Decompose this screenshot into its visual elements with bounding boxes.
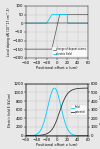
charge of dopant atoms: [80, 14, 81, 15]
Y-axis label: Electric field E (kV/cm): Electric field E (kV/cm): [8, 93, 12, 127]
Line: field: field: [26, 88, 88, 136]
electric field: [36, 22, 37, 24]
field: [87, 135, 89, 136]
field: [25, 135, 27, 136]
electric field: [80, 22, 81, 24]
charge of dopant atoms: [32, 48, 34, 50]
Line: charge of dopant atoms: charge of dopant atoms: [26, 15, 88, 49]
potential: [49, 131, 50, 133]
field: [54, 87, 55, 89]
potential: [52, 128, 53, 130]
charge of dopant atoms: [52, 45, 53, 47]
electric field: [25, 22, 27, 24]
field: [36, 133, 37, 135]
electric field: [86, 22, 87, 24]
electric field: [87, 22, 89, 24]
electric field: [51, 14, 52, 15]
field: [80, 135, 81, 136]
charge of dopant atoms: [25, 48, 27, 50]
charge of dopant atoms: [87, 14, 89, 15]
charge of dopant atoms: [86, 14, 87, 15]
potential: [80, 87, 81, 89]
charge of dopant atoms: [59, 14, 60, 15]
Line: electric field: electric field: [26, 15, 88, 23]
field: [52, 89, 53, 91]
Y-axis label: Local doping dN (10^17 cm^-3): Local doping dN (10^17 cm^-3): [7, 8, 11, 56]
potential: [87, 87, 89, 89]
electric field: [32, 22, 34, 24]
field: [49, 98, 50, 99]
field: [32, 135, 34, 136]
potential: [86, 87, 87, 89]
electric field: [52, 14, 53, 15]
Legend: field, potential: field, potential: [70, 105, 87, 115]
electric field: [49, 17, 50, 19]
potential: [36, 135, 37, 136]
charge of dopant atoms: [49, 48, 50, 50]
charge of dopant atoms: [36, 48, 37, 50]
field: [86, 135, 87, 136]
potential: [25, 135, 27, 136]
Line: potential: potential: [26, 88, 88, 136]
X-axis label: Positional offset x (um): Positional offset x (um): [36, 143, 78, 148]
Legend: charge of dopant atoms, electric field: charge of dopant atoms, electric field: [52, 47, 87, 57]
X-axis label: Positional offset x (um): Positional offset x (um): [36, 66, 78, 70]
potential: [32, 135, 34, 136]
